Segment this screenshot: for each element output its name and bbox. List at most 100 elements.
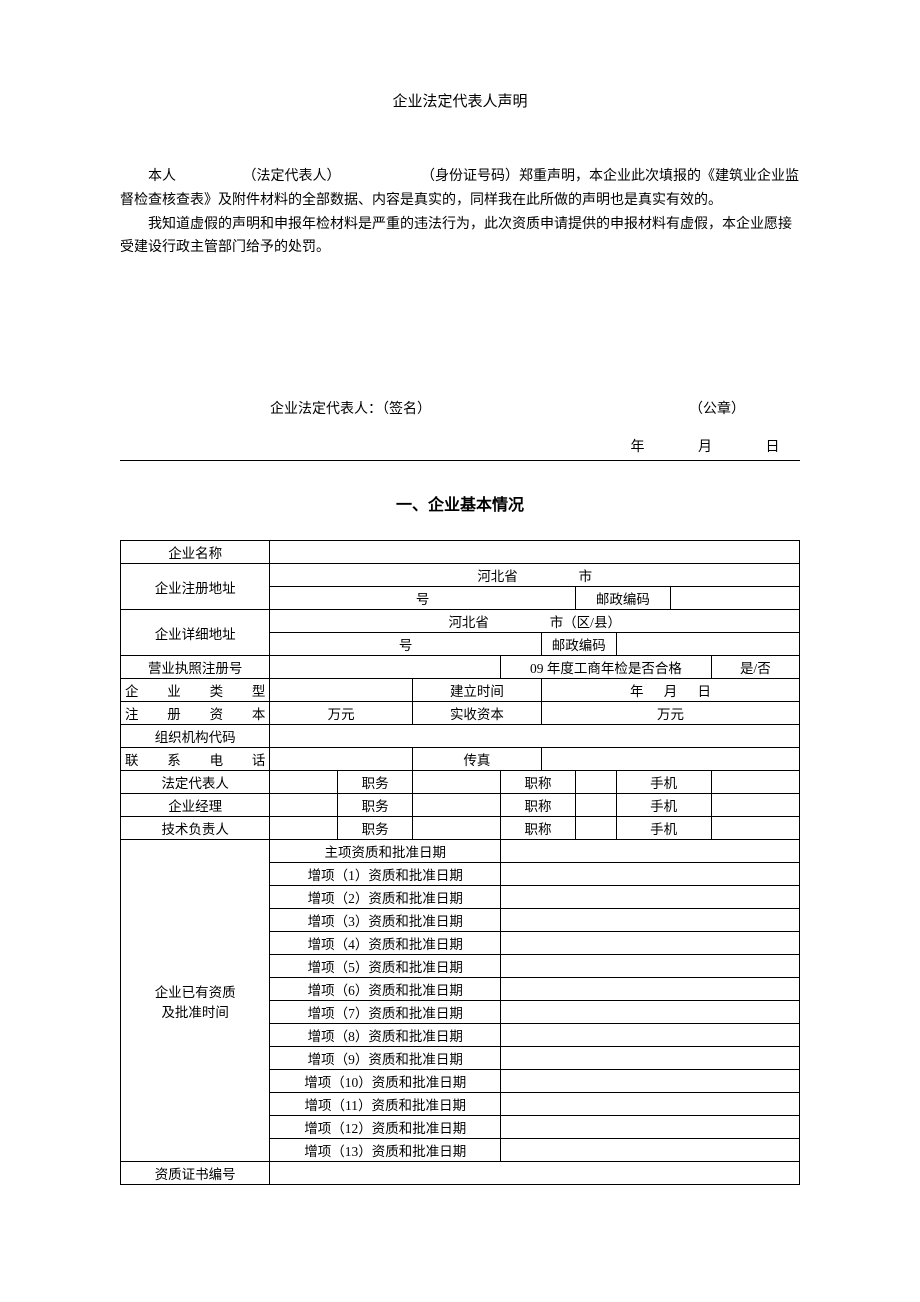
label-position2: 职务: [338, 794, 413, 817]
label-mobile3: 手机: [616, 817, 711, 840]
t-y: 年: [630, 684, 644, 699]
section1-title: 一、企业基本情况: [120, 491, 800, 515]
field-add-3[interactable]: [501, 909, 800, 932]
signature-row: 企业法定代表人：（签名） （公章）: [120, 396, 800, 436]
field-add-8[interactable]: [501, 1024, 800, 1047]
label-add-4: 增项（4）资质和批准日期: [270, 932, 501, 955]
sign-label: 企业法定代表人：（签名）: [270, 398, 431, 418]
t-district: 市（区/县）: [550, 615, 621, 630]
label-main-qual: 主项资质和批准日期: [270, 840, 501, 863]
field-add-6[interactable]: [501, 978, 800, 1001]
field-company-name[interactable]: [270, 541, 800, 564]
field-reg-addr-2[interactable]: 号: [270, 587, 575, 610]
field-gm-pos[interactable]: [412, 794, 500, 817]
declaration-box: 本人 （法定代表人） （身份证号码）郑重声明，本企业此次填报的《建筑业企业监督检…: [120, 161, 800, 461]
page-title: 企业法定代表人声明: [120, 90, 800, 111]
field-add-5[interactable]: [501, 955, 800, 978]
date-day: 日: [766, 440, 780, 455]
label-org-code: 组织机构代码: [121, 725, 270, 748]
decl-p1-g2: （身份证号码）郑重声明，本企业此次填报的《建筑业企业监督检查核查表》及附件材料的…: [120, 169, 799, 208]
field-add-13[interactable]: [501, 1139, 800, 1162]
field-add-11[interactable]: [501, 1093, 800, 1116]
label-reg-capital: 注册资本: [121, 702, 270, 725]
field-cert-no[interactable]: [270, 1162, 800, 1185]
company-info-table: 企业名称 企业注册地址 河北省 市 号 邮政编码 企业详细地址 河北省 市（区/…: [120, 540, 800, 1185]
field-main-qual[interactable]: [501, 840, 800, 863]
label-qualifications: 企业已有资质 及批准时间: [121, 840, 270, 1162]
field-add-4[interactable]: [501, 932, 800, 955]
label-add-1: 增项（1）资质和批准日期: [270, 863, 501, 886]
field-reg-capital[interactable]: 万元: [270, 702, 413, 725]
field-fax[interactable]: [541, 748, 799, 771]
field-tech-title[interactable]: [575, 817, 616, 840]
label-title3: 职称: [501, 817, 576, 840]
t-no2: 号: [399, 638, 413, 653]
label-position3: 职务: [338, 817, 413, 840]
t-city: 市: [579, 569, 593, 584]
field-postcode2[interactable]: [616, 633, 799, 656]
field-license-no[interactable]: [270, 656, 501, 679]
label-add-9: 增项（9）资质和批准日期: [270, 1047, 501, 1070]
field-legal-rep-title[interactable]: [575, 771, 616, 794]
label-company-type: 企业类型: [121, 679, 270, 702]
field-establish-time[interactable]: 年 月 日: [541, 679, 799, 702]
seal-label: （公章）: [689, 398, 745, 418]
label-license-no: 营业执照注册号: [121, 656, 270, 679]
t-d: 日: [697, 684, 711, 699]
field-phone[interactable]: [270, 748, 413, 771]
field-legal-rep-name[interactable]: [270, 771, 338, 794]
label-legal-rep: 法定代表人: [121, 771, 270, 794]
label-add-5: 增项（5）资质和批准日期: [270, 955, 501, 978]
label-fax: 传真: [412, 748, 541, 771]
field-gm-title[interactable]: [575, 794, 616, 817]
field-gm-mobile[interactable]: [711, 794, 799, 817]
label-detail-addr: 企业详细地址: [121, 610, 270, 656]
field-tech-mobile[interactable]: [711, 817, 799, 840]
t-province: 河北省: [477, 569, 518, 584]
field-add-2[interactable]: [501, 886, 800, 909]
label-gm: 企业经理: [121, 794, 270, 817]
label-add-6: 增项（6）资质和批准日期: [270, 978, 501, 1001]
field-tech-name[interactable]: [270, 817, 338, 840]
label-title1: 职称: [501, 771, 576, 794]
field-postcode1[interactable]: [670, 587, 799, 610]
field-org-code[interactable]: [270, 725, 800, 748]
field-add-10[interactable]: [501, 1070, 800, 1093]
label-position1: 职务: [338, 771, 413, 794]
field-gm-name[interactable]: [270, 794, 338, 817]
label-tech-lead: 技术负责人: [121, 817, 270, 840]
field-paid-capital[interactable]: 万元: [541, 702, 799, 725]
t-m: 月: [664, 684, 678, 699]
field-inspect09[interactable]: 是/否: [711, 656, 799, 679]
decl-p1-prefix: 本人: [148, 169, 176, 184]
field-legal-rep-pos[interactable]: [412, 771, 500, 794]
declaration-para2: 我知道虚假的声明和申报年检材料是严重的违法行为，此次资质申请提供的申报材料有虚假…: [120, 213, 800, 261]
field-legal-rep-mobile[interactable]: [711, 771, 799, 794]
label-mobile1: 手机: [616, 771, 711, 794]
t-province2: 河北省: [448, 615, 489, 630]
field-add-12[interactable]: [501, 1116, 800, 1139]
declaration-para1: 本人 （法定代表人） （身份证号码）郑重声明，本企业此次填报的《建筑业企业监督检…: [120, 165, 800, 213]
label-cert-no: 资质证书编号: [121, 1162, 270, 1185]
field-reg-addr-1[interactable]: 河北省 市: [270, 564, 800, 587]
field-add-7[interactable]: [501, 1001, 800, 1024]
label-postcode1: 邮政编码: [575, 587, 670, 610]
label-reg-addr: 企业注册地址: [121, 564, 270, 610]
label-add-8: 增项（8）资质和批准日期: [270, 1024, 501, 1047]
label-add-3: 增项（3）资质和批准日期: [270, 909, 501, 932]
field-detail-addr-1[interactable]: 河北省 市（区/县）: [270, 610, 800, 633]
label-mobile2: 手机: [616, 794, 711, 817]
field-detail-addr-2[interactable]: 号: [270, 633, 542, 656]
date-month: 月: [698, 440, 712, 455]
label-establish-time: 建立时间: [412, 679, 541, 702]
field-add-1[interactable]: [501, 863, 800, 886]
label-phone: 联系电话: [121, 748, 270, 771]
date-year: 年: [631, 440, 645, 455]
label-add-10: 增项（10）资质和批准日期: [270, 1070, 501, 1093]
label-add-2: 增项（2）资质和批准日期: [270, 886, 501, 909]
decl-p1-g1: （法定代表人）: [243, 169, 341, 184]
label-company-name: 企业名称: [121, 541, 270, 564]
field-company-type[interactable]: [270, 679, 413, 702]
field-add-9[interactable]: [501, 1047, 800, 1070]
field-tech-pos[interactable]: [412, 817, 500, 840]
